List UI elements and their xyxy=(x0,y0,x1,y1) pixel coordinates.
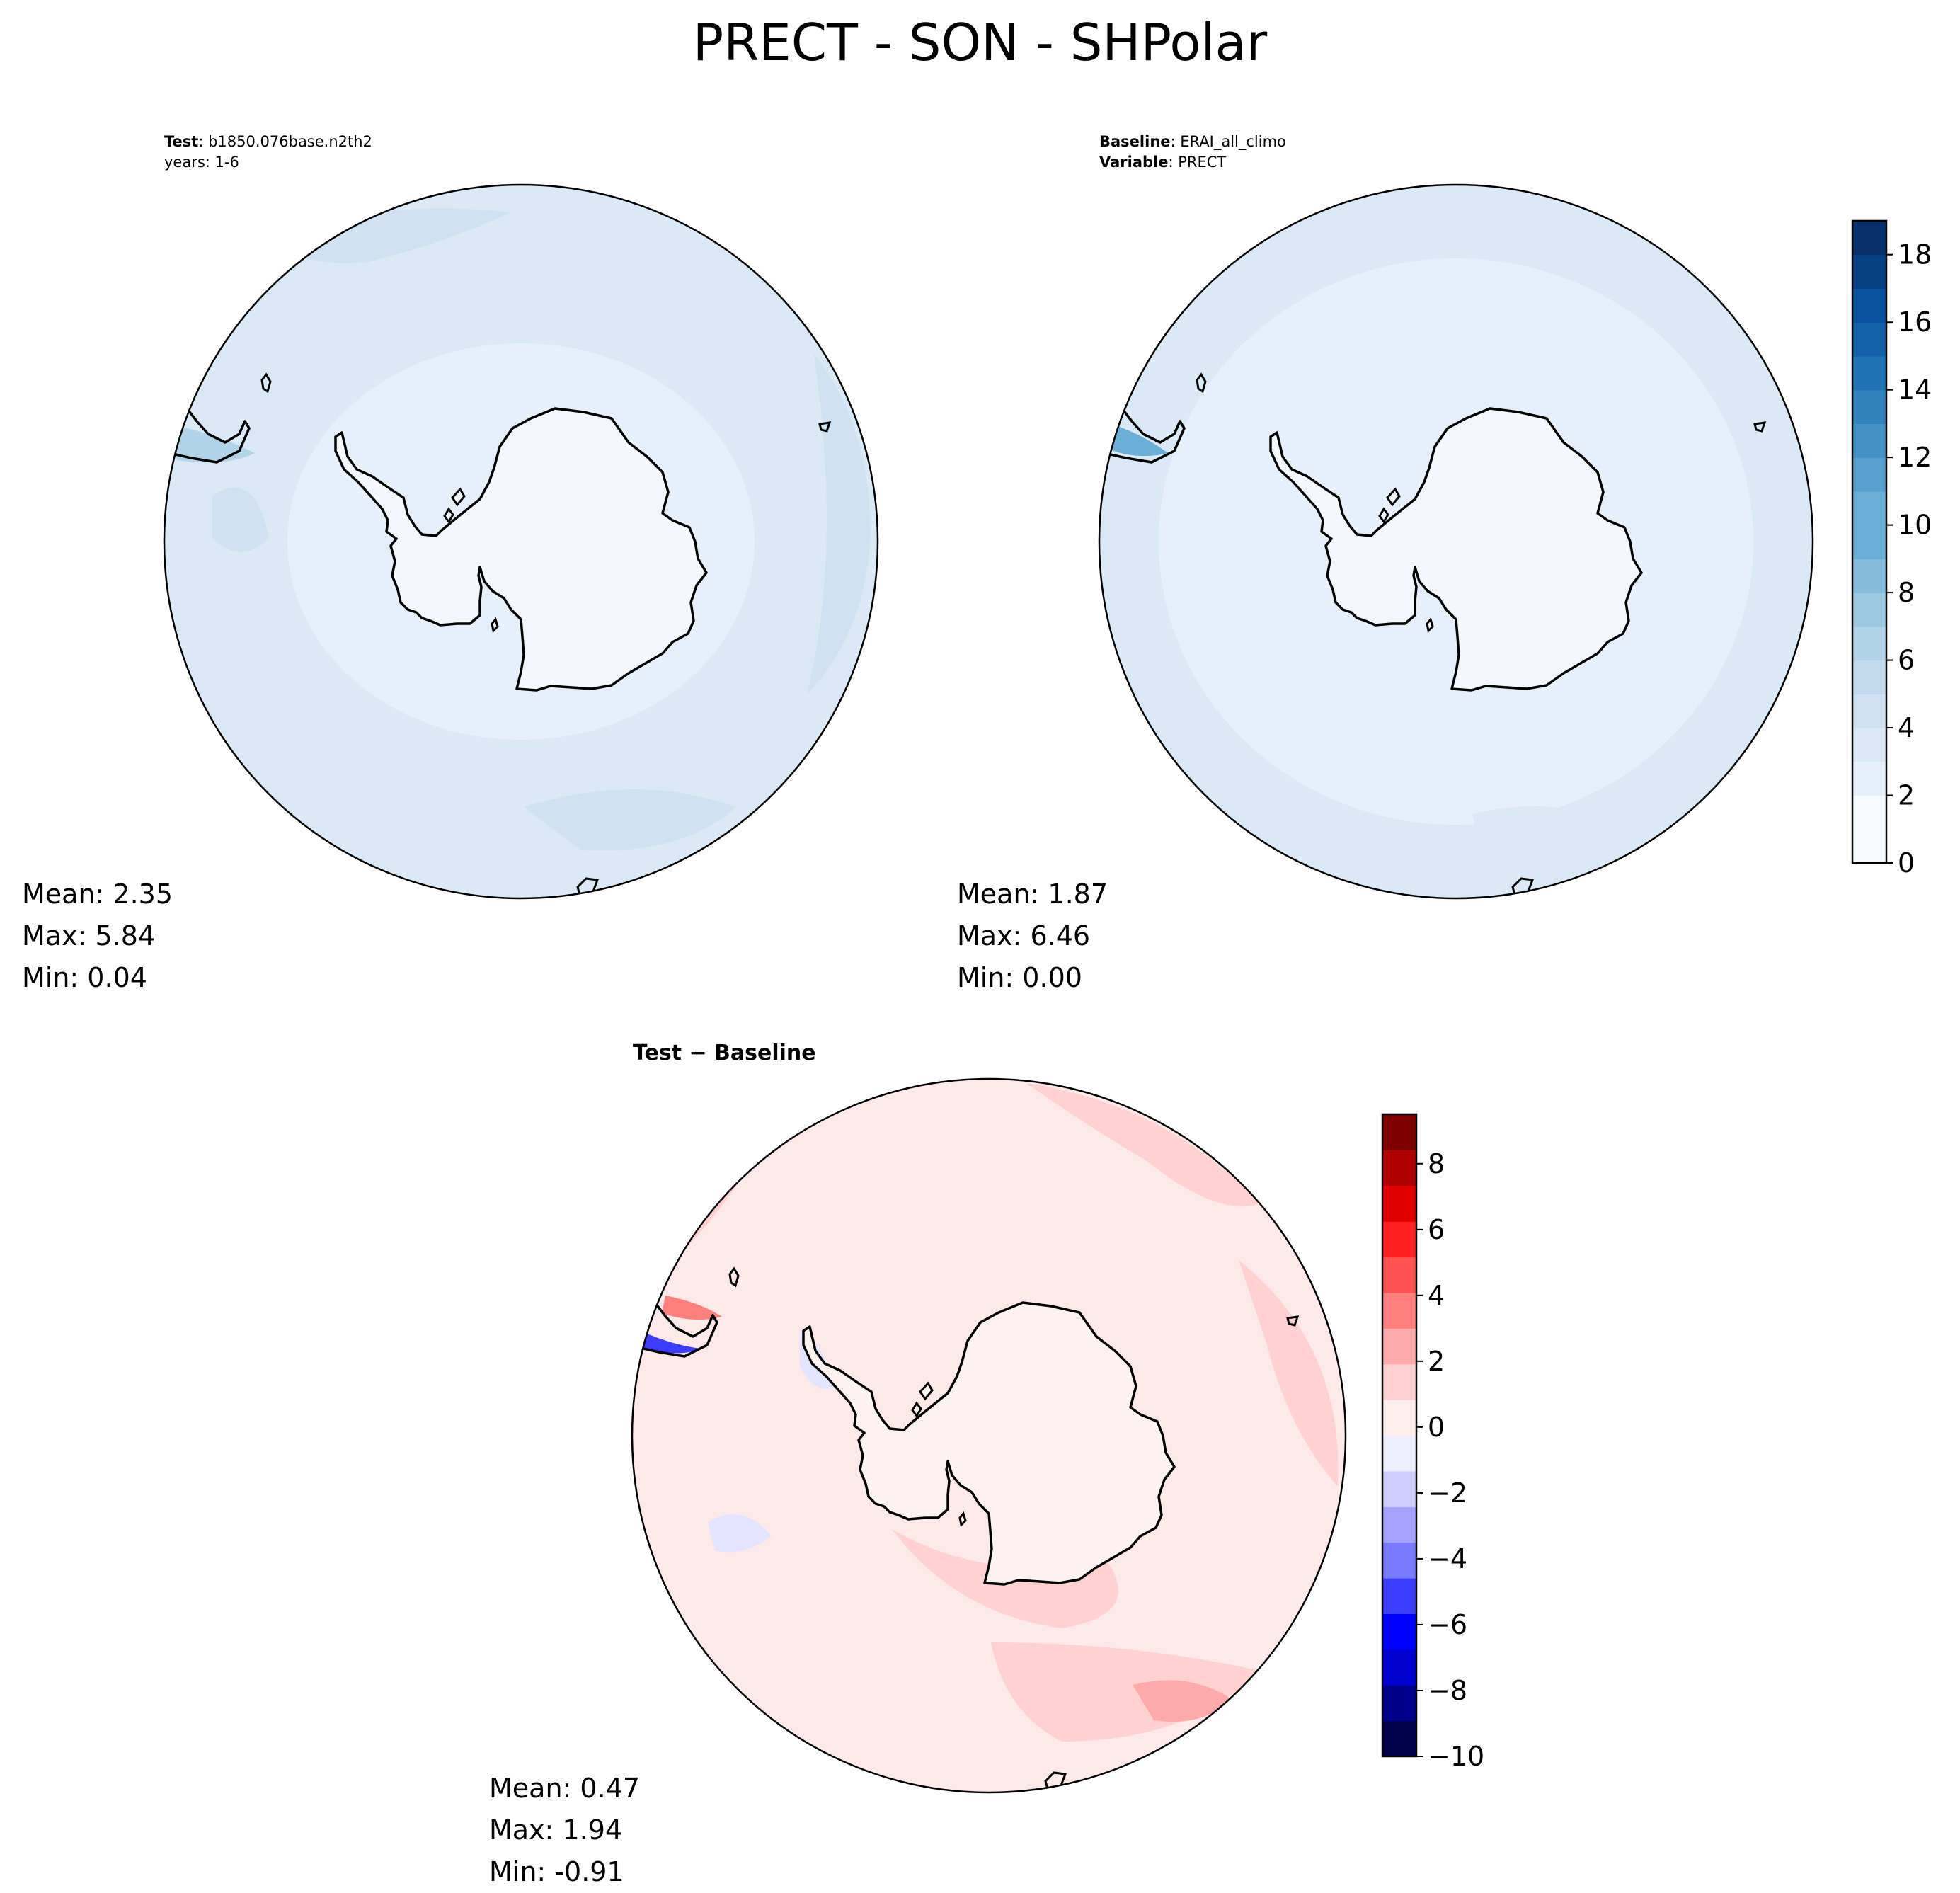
colorbar-blues-segment xyxy=(1852,660,1886,694)
colorbar-blues-tick-label: 18 xyxy=(1898,239,1932,270)
colorbar-blues-segment xyxy=(1852,728,1886,762)
colorbar-blues-segment xyxy=(1852,829,1886,864)
baseline-label-key: Baseline xyxy=(1099,133,1171,150)
baseline-min: Min: 0.00 xyxy=(957,962,1082,993)
colorbar-blues-segment xyxy=(1852,254,1886,290)
baseline-peninsula-max xyxy=(1104,422,1168,457)
test-meta: Test: b1850.076base.n2th2 years: 1-6 xyxy=(164,132,372,173)
baseline-map-border xyxy=(1098,183,1814,900)
diff-max: Max: 1.94 xyxy=(489,1814,623,1846)
colorbar-blues-segment xyxy=(1852,221,1886,256)
colorbar-blues-tick-label: 2 xyxy=(1898,780,1915,811)
colorbar-diff-segment xyxy=(1382,1328,1416,1365)
colorbar-diff-segment xyxy=(1382,1613,1416,1650)
test-label-key: Test xyxy=(164,133,199,150)
figure-title: PRECT - SON - SHPolar xyxy=(692,13,1268,72)
diff-map-border xyxy=(631,1077,1347,1794)
colorbar-diff-segment xyxy=(1382,1292,1416,1329)
colorbar-diff-segment xyxy=(1382,1685,1416,1722)
test-min: Min: 0.04 xyxy=(22,962,147,993)
baseline-meta: Baseline: ERAI_all_climo Variable: PRECT xyxy=(1099,132,1286,173)
test-stats: Mean: 2.35 Max: 5.84 Min: 0.04 xyxy=(22,874,173,999)
colorbar-blues-segment xyxy=(1852,694,1886,728)
colorbar-diff-tick-label: −4 xyxy=(1428,1543,1467,1574)
colorbar-diff-segment xyxy=(1382,1150,1416,1186)
test-mean: Mean: 2.35 xyxy=(22,879,173,910)
colorbar-blues-segment xyxy=(1852,761,1886,796)
colorbar-diff-tick-label: 2 xyxy=(1428,1346,1445,1377)
baseline-variable-value: : PRECT xyxy=(1168,154,1227,171)
colorbar-blues-segment xyxy=(1852,525,1886,559)
colorbar-diff-segment xyxy=(1382,1649,1416,1686)
diff-stats: Mean: 0.47 Max: 1.94 Min: -0.91 xyxy=(489,1768,640,1893)
diff-min: Min: -0.91 xyxy=(489,1856,624,1887)
colorbar-blues-segment xyxy=(1852,559,1886,593)
colorbar-diff-segment xyxy=(1382,1506,1416,1543)
colorbar-blues-segment xyxy=(1852,626,1886,661)
colorbar-diff-tick-label: 0 xyxy=(1428,1412,1445,1443)
colorbar-blues-segment xyxy=(1852,355,1886,391)
baseline-field-outer xyxy=(1472,396,1794,881)
colorbar-diff: −10 −8 −6 −4 −2 0 2 4 6 8 xyxy=(1381,1113,1484,1772)
diff-title: Test − Baseline xyxy=(633,1041,816,1065)
colorbar-diff-tick-label: 6 xyxy=(1428,1214,1445,1245)
colorbar-diff-segment xyxy=(1382,1578,1416,1615)
colorbar-diff-segment xyxy=(1382,1470,1416,1507)
colorbar-diff-tick-label: 8 xyxy=(1428,1148,1445,1179)
colorbar-blues-tick-label: 4 xyxy=(1898,712,1915,743)
test-map-border xyxy=(163,183,879,900)
colorbar-blues-tick-label: 0 xyxy=(1898,847,1915,879)
diff-map xyxy=(631,1077,1347,1794)
colorbar-diff-segment xyxy=(1382,1400,1416,1436)
baseline-label-value: : ERAI_all_climo xyxy=(1170,133,1286,150)
colorbar-diff-segment xyxy=(1382,1185,1416,1222)
test-map xyxy=(163,183,879,900)
colorbar-blues-tick-label: 14 xyxy=(1898,374,1932,406)
colorbar-diff-segment xyxy=(1382,1257,1416,1293)
colorbar-diff-segment xyxy=(1382,1221,1416,1258)
colorbar-blues-segment xyxy=(1852,423,1886,458)
baseline-max: Max: 6.46 xyxy=(957,920,1091,951)
test-years: years: 1-6 xyxy=(164,154,239,171)
colorbar-blues-tick-label: 6 xyxy=(1898,645,1915,676)
colorbar-diff-tick-label: −2 xyxy=(1428,1477,1467,1509)
diff-peninsula-minimum xyxy=(641,1331,701,1354)
diff-field-strong xyxy=(662,1296,1232,1722)
colorbar-blues-segment xyxy=(1852,322,1886,357)
colorbar-diff-tick-label: −6 xyxy=(1428,1609,1467,1640)
colorbar-blues-segment xyxy=(1852,795,1886,830)
colorbar-diff-segment xyxy=(1382,1720,1416,1757)
baseline-stats: Mean: 1.87 Max: 6.46 Min: 0.00 xyxy=(957,874,1108,999)
colorbar-blues-segment xyxy=(1852,288,1886,323)
colorbar-blues: 0 2 4 6 8 10 12 14 16 18 xyxy=(1851,219,1932,879)
colorbar-blues-segment xyxy=(1852,491,1886,526)
test-label-value: : b1850.076base.n2th2 xyxy=(198,133,372,150)
colorbar-diff-segment xyxy=(1382,1363,1416,1400)
colorbar-blues-segment xyxy=(1852,593,1886,627)
colorbar-diff-segment xyxy=(1382,1542,1416,1579)
colorbar-blues-segment xyxy=(1852,457,1886,492)
colorbar-diff-tick-label: 4 xyxy=(1428,1280,1445,1311)
colorbar-blues-tick-label: 10 xyxy=(1898,510,1932,541)
test-max: Max: 5.84 xyxy=(22,920,156,951)
colorbar-diff-segment xyxy=(1382,1114,1416,1150)
colorbar-diff-tick-label: −10 xyxy=(1428,1741,1484,1772)
diff-mean: Mean: 0.47 xyxy=(489,1773,641,1804)
colorbar-diff-segment xyxy=(1382,1435,1416,1472)
colorbar-blues-tick-label: 12 xyxy=(1898,442,1932,473)
colorbar-diff-tick-label: −8 xyxy=(1428,1675,1467,1706)
test-field-contours xyxy=(212,208,871,851)
colorbar-blues-segment xyxy=(1852,389,1886,425)
baseline-mean: Mean: 1.87 xyxy=(957,879,1108,910)
colorbar-blues-frame xyxy=(1851,219,1888,864)
colorbar-blues-tick-label: 16 xyxy=(1898,307,1932,338)
baseline-variable-key: Variable xyxy=(1099,154,1169,171)
colorbar-blues-tick-label: 8 xyxy=(1898,577,1915,608)
baseline-map xyxy=(1098,183,1814,900)
colorbar-diff-frame xyxy=(1381,1113,1418,1758)
